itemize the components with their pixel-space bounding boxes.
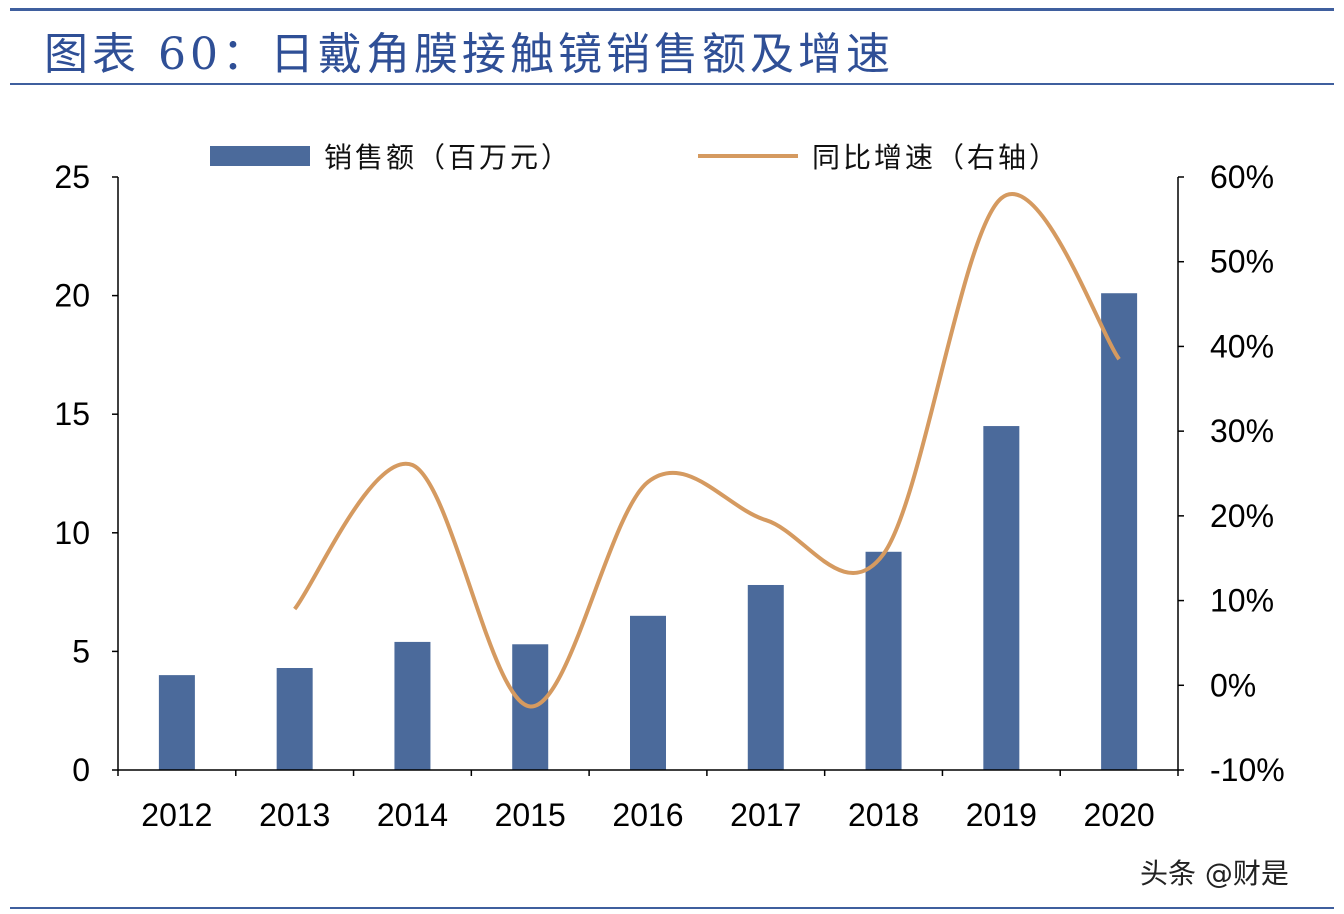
bar-2012 — [158, 675, 195, 770]
bar-2016 — [630, 615, 666, 770]
bar-2017 — [747, 584, 784, 770]
x-tick-label-2016: 2016 — [612, 797, 683, 833]
title-divider — [10, 83, 1334, 85]
x-tick-label-2015: 2015 — [495, 797, 566, 833]
growth-line — [293, 192, 1121, 709]
y-left-tick-label: 20 — [54, 278, 90, 314]
chart-title: 图表 60：日戴角膜接触镜销售额及增速 — [44, 29, 894, 80]
y-right-tick-label: 10% — [1210, 583, 1274, 619]
x-tick-label-2013: 2013 — [259, 797, 330, 833]
bar-2013 — [276, 668, 313, 770]
y-left-tick-label: 0 — [72, 752, 90, 788]
top-rule — [10, 8, 1334, 11]
y-left-tick-label: 25 — [54, 159, 90, 195]
bottom-rule — [10, 907, 1334, 909]
x-tick-label-2019: 2019 — [966, 797, 1037, 833]
y-right-tick-label: 30% — [1210, 413, 1274, 449]
x-tick-label-2014: 2014 — [377, 797, 448, 833]
y-right-tick-label: 20% — [1210, 498, 1274, 534]
bar-2019 — [983, 426, 1020, 770]
y-right-tick-label: 50% — [1210, 244, 1274, 280]
legend-swatch-line — [698, 154, 798, 158]
legend-swatch-bar — [210, 146, 310, 166]
x-tick-label-2012: 2012 — [141, 797, 212, 833]
legend-item-sales: 销售额（百万元） — [210, 136, 572, 176]
bar-2020 — [1101, 293, 1138, 770]
y-right-tick-label: -10% — [1210, 752, 1285, 788]
y-right-tick-label: 0% — [1210, 667, 1256, 703]
y-left-tick-label: 10 — [54, 515, 90, 551]
bar-2018 — [865, 551, 902, 770]
x-tick-label-2020: 2020 — [1084, 797, 1155, 833]
y-right-tick-label: 60% — [1210, 159, 1274, 195]
legend-label-sales: 销售额（百万元） — [324, 141, 573, 174]
y-left-tick-label: 5 — [72, 633, 90, 669]
watermark-text: 头条 @财是 — [1140, 857, 1289, 890]
bar-2014 — [394, 641, 431, 770]
legend-item-growth: 同比增速（右轴） — [698, 136, 1060, 176]
x-tick-label-2017: 2017 — [730, 797, 801, 833]
y-left-tick-label: 15 — [54, 396, 90, 432]
x-tick-label-2018: 2018 — [848, 797, 919, 833]
legend-label-growth: 同比增速（右轴） — [812, 141, 1061, 174]
y-right-tick-label: 40% — [1210, 328, 1274, 364]
